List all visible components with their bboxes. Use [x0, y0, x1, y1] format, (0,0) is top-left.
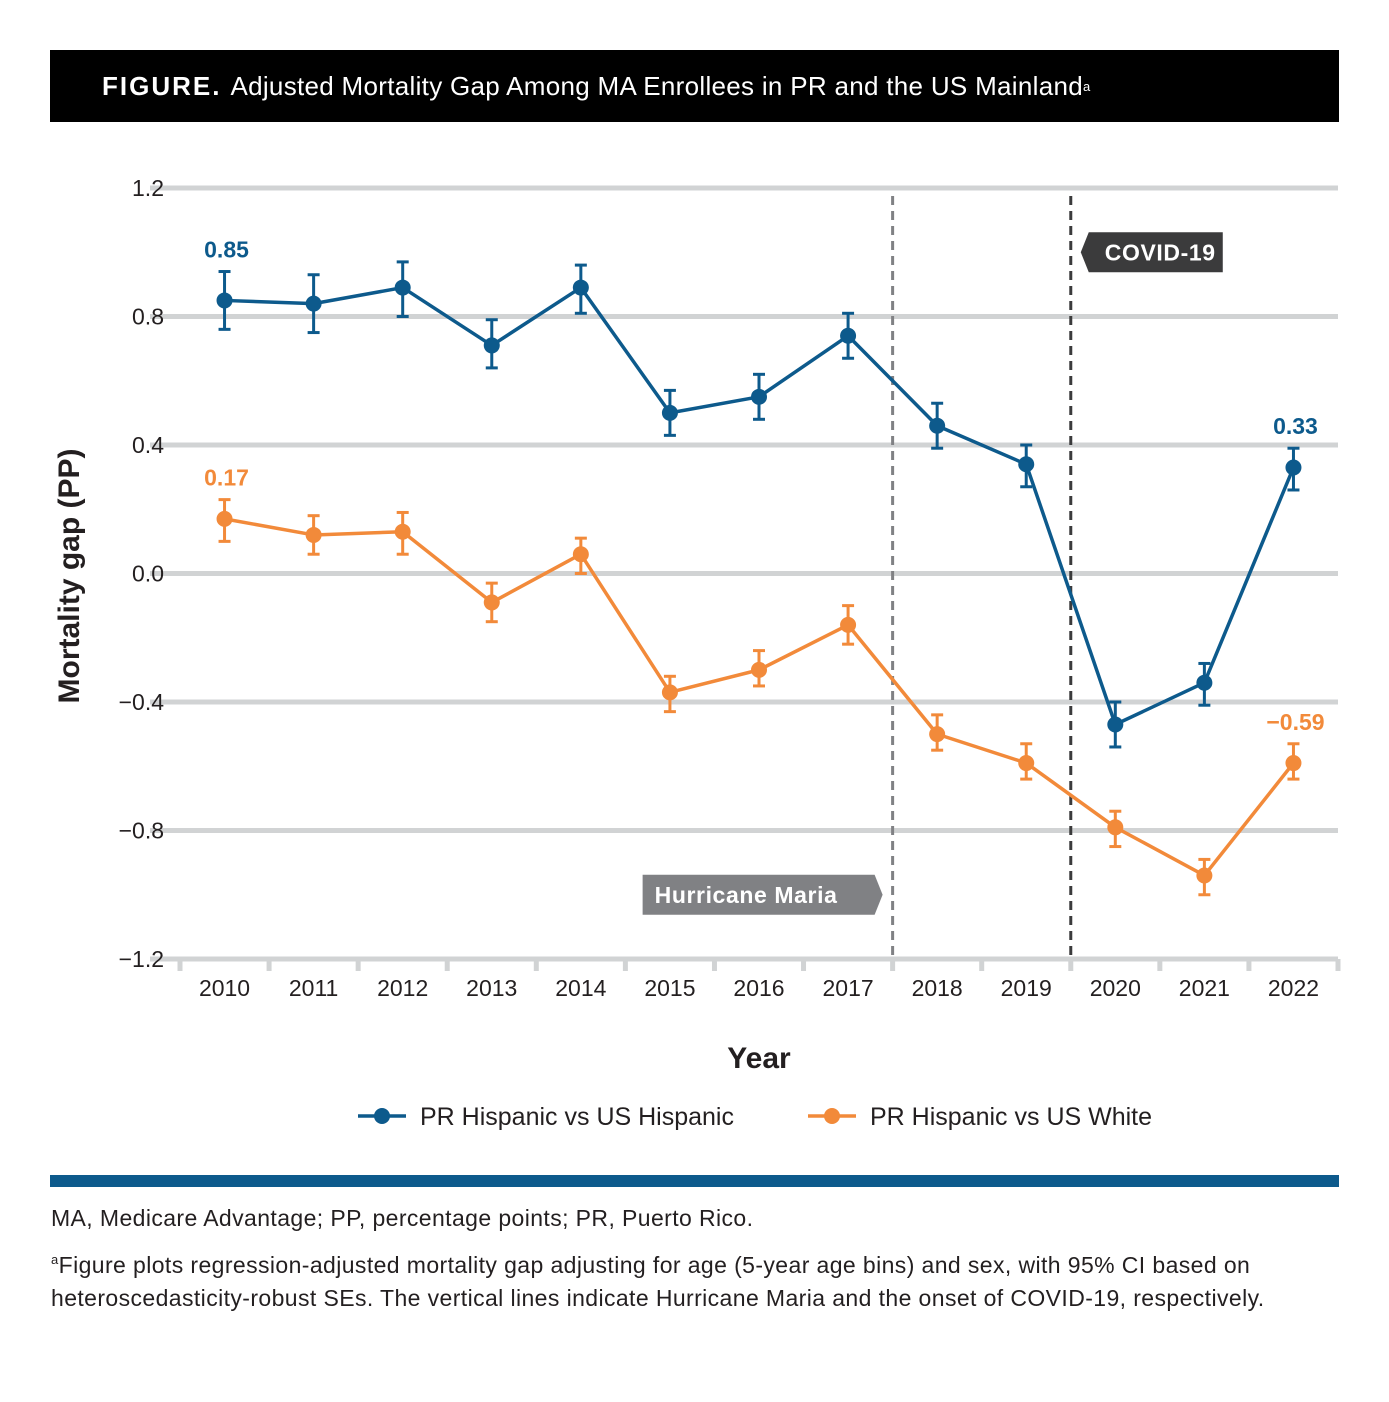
legend-label: PR Hispanic vs US Hispanic [420, 1103, 734, 1131]
data-point [929, 417, 946, 434]
x-tick-label: 2022 [1268, 975, 1319, 1001]
y-tick-label: −0.4 [119, 689, 165, 715]
legend-item: PR Hispanic vs US White [808, 1103, 1152, 1131]
mortality-gap-chart: 1.20.80.40.0−0.4−0.8−1.2 2010 2011 2012 201… [53, 175, 1341, 1131]
data-point [1107, 819, 1124, 836]
x-tick-label: 2011 [289, 975, 338, 1001]
data-label: −0.59 [1266, 709, 1324, 735]
x-tick-label: 2017 [822, 975, 873, 1001]
y-tick-label: −1.2 [119, 946, 164, 972]
abbreviations-footnote: MA, Medicare Advantage; PP, percentage p… [51, 1205, 754, 1231]
legend-swatch-marker [374, 1108, 390, 1124]
method-footnote: aFigure plots regression-adjusted mortal… [51, 1243, 1321, 1315]
data-point [840, 327, 857, 344]
y-tick-label: 0.8 [132, 304, 164, 330]
data-point [216, 292, 233, 309]
data-point [1196, 867, 1213, 884]
x-tick-label: 2016 [733, 975, 784, 1001]
data-point [1285, 459, 1302, 476]
method-footnote-text: Figure plots regression-adjusted mortali… [51, 1252, 1265, 1311]
data-point [1107, 716, 1124, 733]
y-tick-label: 1.2 [132, 175, 164, 201]
figure-label: FIGURE. [102, 70, 222, 101]
data-point [929, 726, 946, 743]
gridlines [150, 185, 1338, 962]
event-label-box [642, 874, 883, 915]
y-axis-label: Mortality gap (PP) [53, 448, 86, 703]
x-tick-label: 2021 [1179, 975, 1230, 1001]
data-label: 0.17 [204, 465, 249, 491]
y-axis-ticks: 1.2 0.8 0.4 0.0 −0.4 −0.8 −1.2 [119, 175, 165, 972]
data-label: 0.33 [1273, 413, 1318, 439]
x-axis-label: Year [727, 1042, 791, 1075]
x-axis: 2010 2011 2012 2013 2014 2015 2016 2017 2018 2019… [177, 959, 1341, 1001]
x-tick-label: 2010 [199, 975, 250, 1001]
data-point [1018, 755, 1035, 772]
event-annotations: Hurricane Maria COVID-19 [642, 196, 1223, 959]
x-tick-label: 2012 [377, 975, 428, 1001]
legend-swatch-marker [824, 1108, 840, 1124]
data-point [751, 388, 767, 405]
data-point [394, 279, 411, 296]
x-tick-label: 2013 [466, 975, 517, 1001]
data-point [751, 661, 767, 678]
figure-title-footnote-marker: a [1082, 78, 1091, 94]
x-tick-label: 2018 [912, 975, 963, 1001]
data-series: 0.85 0.33 0.17 −0.59 [204, 237, 1325, 897]
y-tick-label: −0.8 [119, 818, 164, 844]
data-point [305, 295, 322, 312]
data-point [1285, 755, 1302, 772]
footer-divider [50, 1175, 1339, 1187]
data-point [483, 594, 500, 611]
x-tick-label: 2019 [1001, 975, 1052, 1001]
legend: PR Hispanic vs US Hispanic PR Hispanic vs… [358, 1103, 1152, 1131]
x-tick-label: 2020 [1090, 975, 1141, 1001]
y-tick-label: 0.0 [132, 561, 164, 587]
data-point [661, 404, 678, 421]
figure-title: Adjusted Mortality Gap Among MA Enrollee… [230, 70, 1083, 101]
y-tick-label: 0.4 [132, 432, 164, 458]
event-label-text: Hurricane Maria [655, 882, 838, 908]
series-group: 0.85 0.33 [204, 237, 1318, 749]
data-point [572, 546, 589, 563]
data-point [1018, 456, 1035, 473]
method-footnote-marker: a [51, 1252, 59, 1267]
x-tick-label: 2015 [644, 975, 695, 1001]
data-point [661, 684, 678, 701]
data-point [305, 526, 322, 543]
event-label: Hurricane Maria [642, 874, 883, 915]
event-label-text: COVID-19 [1105, 239, 1216, 265]
data-label: 0.85 [204, 237, 249, 263]
event-label: COVID-19 [1080, 232, 1223, 273]
series-group: 0.17 −0.59 [204, 465, 1325, 897]
data-point [394, 523, 411, 540]
event-label-box [1080, 232, 1223, 273]
data-point [1196, 674, 1213, 691]
data-point [840, 616, 857, 633]
legend-item: PR Hispanic vs US Hispanic [358, 1103, 734, 1131]
data-point [483, 337, 500, 354]
x-tick-label: 2014 [555, 975, 606, 1001]
data-point [216, 510, 233, 527]
figure-title-bar: FIGURE. Adjusted Mortality Gap Among MA … [50, 50, 1339, 122]
legend-label: PR Hispanic vs US White [870, 1103, 1152, 1131]
data-point [572, 279, 589, 296]
